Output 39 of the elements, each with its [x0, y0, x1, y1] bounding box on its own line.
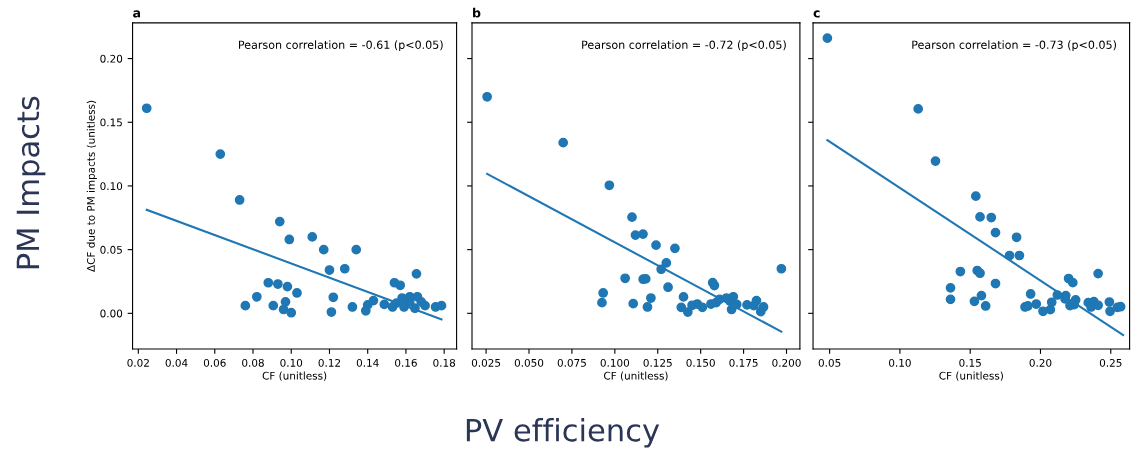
x-tick-label: 0.06: [203, 358, 226, 367]
x-tick-label: 0.20: [1029, 358, 1052, 367]
chart-title: a: [133, 10, 141, 18]
y-tick-label: 0.05: [100, 245, 122, 254]
x-axis-title: CF (unitless): [939, 371, 1003, 381]
x-tick-label: 0.10: [889, 358, 911, 367]
chart-title: b: [473, 7, 481, 18]
chart-title: c: [813, 10, 820, 18]
x-tick-label: 0.10: [280, 358, 303, 367]
x-tick-label: 0.125: [643, 358, 672, 367]
y-axis-title: ΔCF due to PM impacts (unitless): [86, 100, 97, 272]
x-tick-label: 0.025: [471, 358, 501, 367]
x-axis-title: CF (unitless): [262, 371, 327, 381]
x-tick-label: 0.100: [600, 358, 630, 367]
x-tick-label: 0.05: [818, 358, 841, 367]
x-axis-title: CF (unitless): [604, 371, 668, 381]
x-tick-label: 0.08: [242, 358, 264, 367]
x-tick-label: 0.175: [729, 358, 758, 367]
text: PM Impacts: [16, 96, 46, 269]
y-tick-label: 0.20: [100, 54, 123, 63]
x-tick-label: 0.150: [686, 358, 715, 367]
x-tick-label: 0.050: [514, 358, 544, 367]
x-tick-label: 0.075: [557, 358, 586, 367]
x-tick-label: 0.02: [127, 358, 149, 367]
y-tick-label: 0.10: [100, 182, 123, 191]
x-tick-label: 0.12: [318, 358, 341, 367]
annotation: Pearson correlation = -0.72 (p<0.05): [582, 40, 786, 52]
annotation: Pearson correlation = -0.61 (p<0.05): [239, 40, 443, 52]
y-tick-label: 0.00: [100, 309, 123, 318]
x-tick-label: 0.18: [433, 358, 456, 367]
y-tick-label: 0.15: [100, 118, 122, 127]
x-tick-label: 0.16: [395, 358, 417, 367]
x-tick-label: 0.15: [959, 358, 981, 367]
text: PV efficiency: [466, 418, 660, 448]
x-tick-label: 0.14: [356, 358, 379, 367]
x-tick-label: 0.200: [772, 358, 801, 367]
x-tick-label: 0.04: [165, 358, 188, 367]
x-tick-label: 0.25: [1099, 358, 1122, 367]
annotation: Pearson correlation = -0.73 (p<0.05): [912, 40, 1116, 52]
